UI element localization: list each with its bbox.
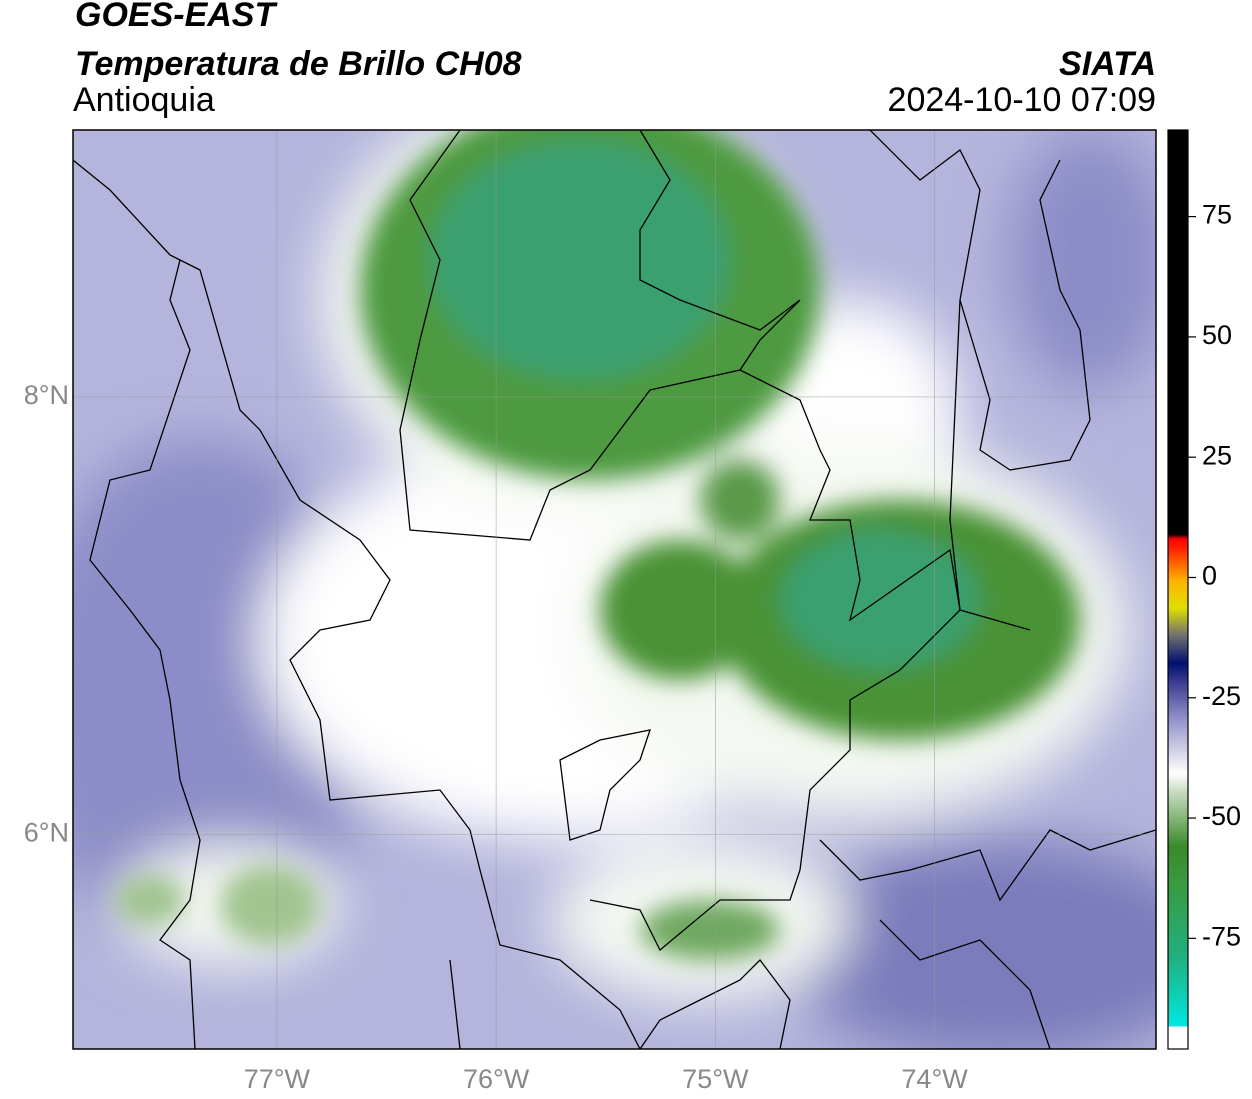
colorbar-tick-label: 75 [1202, 200, 1232, 230]
colorbar-tick-label: 0 [1202, 561, 1217, 591]
x-tick-label: 76°W [463, 1064, 530, 1094]
subtitle: Temperatura de Brillo CH08 [75, 45, 522, 83]
colorbar-tick-label: -25 [1202, 681, 1241, 711]
grid [73, 130, 1156, 1049]
region: Antioquia [73, 81, 215, 119]
colorbar [1167, 129, 1189, 1050]
colorbar-tick-label: -75 [1202, 921, 1241, 951]
colorbar-tick-label: 25 [1202, 440, 1232, 470]
source: SIATA [1059, 45, 1156, 83]
x-tick-label: 77°W [244, 1064, 311, 1094]
map-frame [72, 129, 1157, 1050]
timestamp: 2024-10-10 07:09 [888, 81, 1156, 119]
y-tick-label: 8°N [24, 380, 69, 410]
y-tick-label: 6°N [24, 818, 69, 848]
x-tick-label: 75°W [682, 1064, 749, 1094]
colorbar-tick-label: 50 [1202, 320, 1232, 350]
title: GOES-EAST [75, 0, 278, 34]
satellite-image [73, 130, 1156, 1049]
x-tick-label: 74°W [901, 1064, 968, 1094]
colorbar-tick-label: -50 [1202, 801, 1241, 831]
